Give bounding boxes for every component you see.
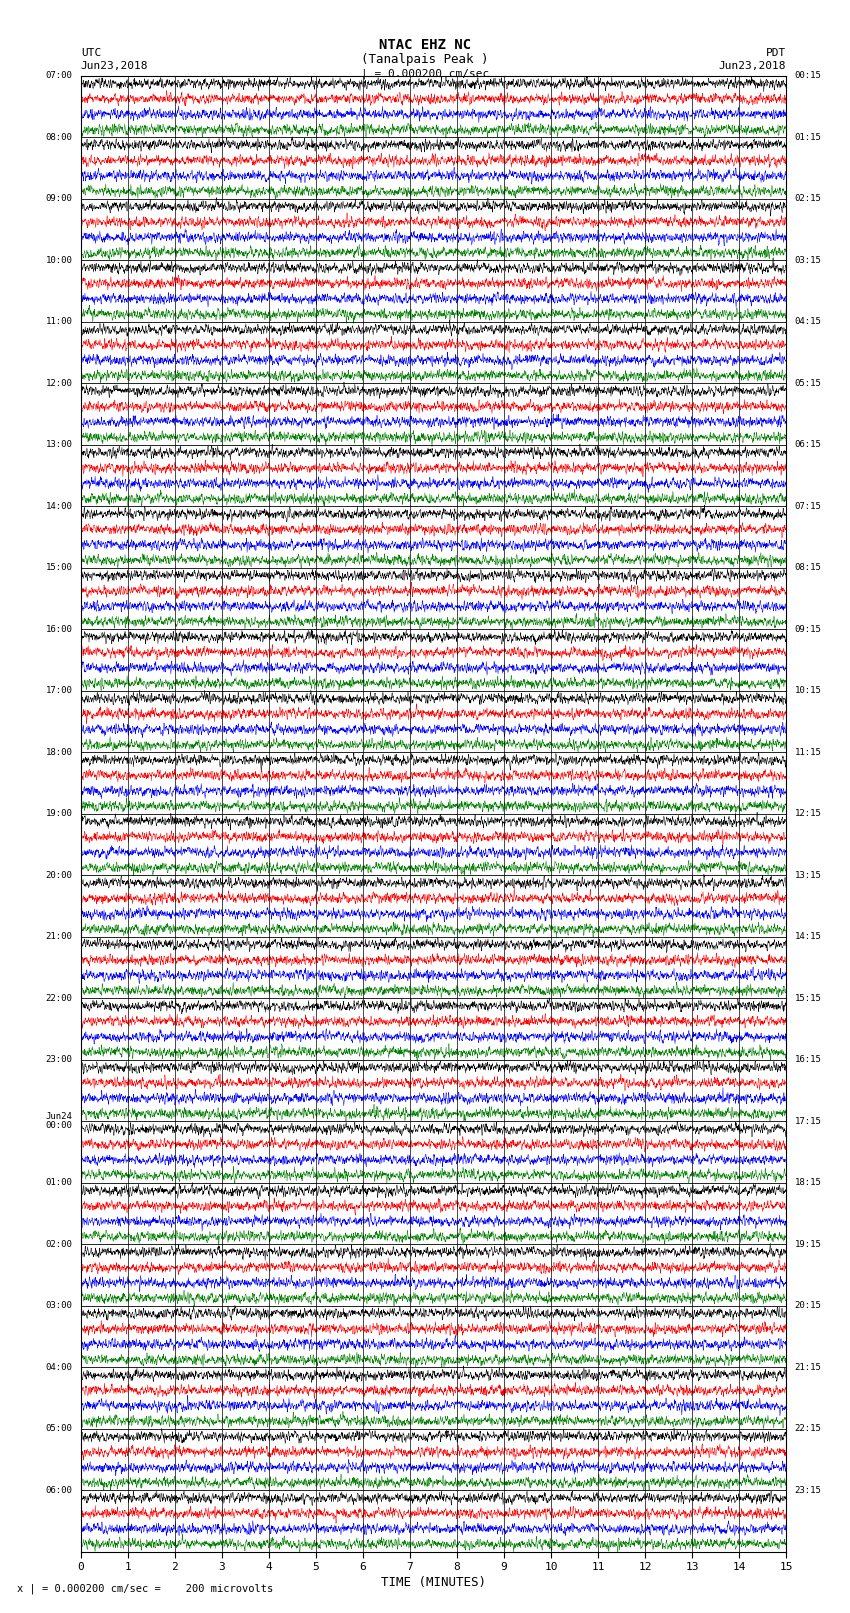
Text: 20:00: 20:00 [45, 871, 72, 879]
Text: NTAC EHZ NC: NTAC EHZ NC [379, 39, 471, 52]
Text: PDT: PDT [766, 48, 786, 58]
Text: (Tanalpais Peak ): (Tanalpais Peak ) [361, 53, 489, 66]
Text: 02:15: 02:15 [795, 194, 822, 203]
Text: 18:00: 18:00 [45, 748, 72, 756]
Text: 21:15: 21:15 [795, 1363, 822, 1371]
Text: 05:00: 05:00 [45, 1424, 72, 1434]
Text: 09:15: 09:15 [795, 624, 822, 634]
Text: 07:00: 07:00 [45, 71, 72, 81]
Text: 20:15: 20:15 [795, 1302, 822, 1310]
Text: 14:15: 14:15 [795, 932, 822, 942]
Text: 03:15: 03:15 [795, 256, 822, 265]
Text: 21:00: 21:00 [45, 932, 72, 942]
Text: 13:15: 13:15 [795, 871, 822, 879]
Text: 17:00: 17:00 [45, 686, 72, 695]
Text: 08:15: 08:15 [795, 563, 822, 573]
Text: 03:00: 03:00 [45, 1302, 72, 1310]
Text: Jun24: Jun24 [45, 1113, 72, 1121]
Text: 06:00: 06:00 [45, 1486, 72, 1495]
Text: 12:00: 12:00 [45, 379, 72, 387]
Text: Jun23,2018: Jun23,2018 [719, 61, 786, 71]
Text: 18:15: 18:15 [795, 1177, 822, 1187]
Text: 11:15: 11:15 [795, 748, 822, 756]
Text: 07:15: 07:15 [795, 502, 822, 511]
Text: 17:15: 17:15 [795, 1116, 822, 1126]
Text: 01:15: 01:15 [795, 132, 822, 142]
Text: 02:00: 02:00 [45, 1240, 72, 1248]
Text: 08:00: 08:00 [45, 132, 72, 142]
Text: 22:00: 22:00 [45, 994, 72, 1003]
Text: 10:15: 10:15 [795, 686, 822, 695]
Text: 23:15: 23:15 [795, 1486, 822, 1495]
Text: 01:00: 01:00 [45, 1177, 72, 1187]
Text: 15:00: 15:00 [45, 563, 72, 573]
Text: 04:00: 04:00 [45, 1363, 72, 1371]
Text: 06:15: 06:15 [795, 440, 822, 450]
Text: Jun23,2018: Jun23,2018 [81, 61, 148, 71]
Text: 22:15: 22:15 [795, 1424, 822, 1434]
Text: 16:15: 16:15 [795, 1055, 822, 1065]
Text: 05:15: 05:15 [795, 379, 822, 387]
Text: 10:00: 10:00 [45, 256, 72, 265]
Text: 15:15: 15:15 [795, 994, 822, 1003]
Text: UTC: UTC [81, 48, 101, 58]
Text: 00:15: 00:15 [795, 71, 822, 81]
Text: 23:00: 23:00 [45, 1055, 72, 1065]
Text: 11:00: 11:00 [45, 318, 72, 326]
Text: x | = 0.000200 cm/sec =    200 microvolts: x | = 0.000200 cm/sec = 200 microvolts [17, 1584, 273, 1594]
Text: 13:00: 13:00 [45, 440, 72, 450]
Text: 16:00: 16:00 [45, 624, 72, 634]
Text: 19:00: 19:00 [45, 810, 72, 818]
Text: 09:00: 09:00 [45, 194, 72, 203]
Text: 00:00: 00:00 [45, 1121, 72, 1131]
Text: 04:15: 04:15 [795, 318, 822, 326]
Text: 19:15: 19:15 [795, 1240, 822, 1248]
Text: | = 0.000200 cm/sec: | = 0.000200 cm/sec [361, 69, 489, 79]
Text: 14:00: 14:00 [45, 502, 72, 511]
X-axis label: TIME (MINUTES): TIME (MINUTES) [381, 1576, 486, 1589]
Text: 12:15: 12:15 [795, 810, 822, 818]
